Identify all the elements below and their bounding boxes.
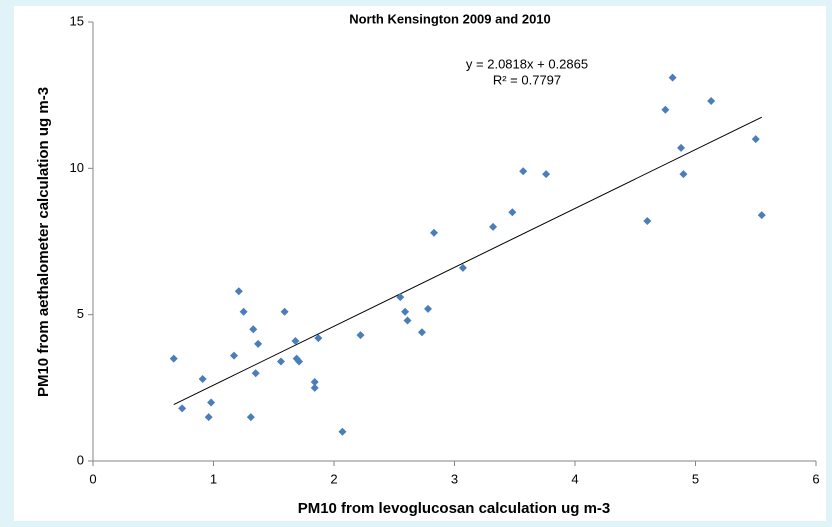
point [757, 211, 766, 220]
point [458, 263, 467, 272]
point [295, 357, 304, 366]
point [401, 307, 410, 316]
point [310, 383, 319, 392]
chart-title: North Kensington 2009 and 2010 [349, 11, 551, 26]
point [207, 398, 216, 407]
point [239, 307, 248, 316]
point [251, 369, 260, 378]
point [310, 377, 319, 386]
point [396, 293, 405, 302]
point [356, 331, 365, 340]
point [198, 375, 207, 384]
point [276, 357, 285, 366]
point [403, 316, 412, 325]
point [254, 339, 263, 348]
point [542, 170, 551, 179]
x-tick-label: 1 [210, 471, 217, 486]
x-tick-label: 3 [451, 471, 458, 486]
point [178, 404, 187, 413]
x-tick-label: 6 [812, 471, 819, 486]
point [751, 135, 760, 144]
point [249, 325, 258, 334]
x-tick-label: 0 [89, 471, 96, 486]
chart-area [14, 6, 826, 521]
y-tick-label: 0 [77, 452, 84, 467]
x-tick-label: 2 [330, 471, 337, 486]
point [679, 170, 688, 179]
point [169, 354, 178, 363]
x-tick-label: 5 [692, 471, 699, 486]
point [430, 228, 439, 237]
point [489, 222, 498, 231]
point [508, 208, 517, 217]
point [291, 337, 300, 346]
y-tick-label: 15 [70, 13, 84, 28]
point [423, 304, 432, 313]
point [314, 334, 323, 343]
y-tick-label: 10 [70, 160, 84, 175]
x-tick-label: 4 [571, 471, 578, 486]
point [668, 73, 677, 82]
trend-line [173, 116, 762, 406]
y-tick-label: 5 [77, 306, 84, 321]
point [519, 167, 528, 176]
point [229, 351, 238, 360]
trend-equation: y = 2.0818x + 0.2865 [466, 56, 588, 71]
point [204, 413, 213, 422]
point [280, 307, 289, 316]
point [677, 143, 686, 152]
point [338, 427, 347, 436]
point [417, 328, 426, 337]
point [246, 413, 255, 422]
point [643, 217, 652, 226]
y-axis-label: PM10 from aethalometer calculation ug m-… [35, 87, 52, 397]
x-axis-label: PM10 from levoglucosan calculation ug m-… [298, 500, 611, 517]
point [707, 97, 716, 106]
point [234, 287, 243, 296]
point [661, 105, 670, 114]
trend-r2: R² = 0.7797 [493, 72, 561, 87]
